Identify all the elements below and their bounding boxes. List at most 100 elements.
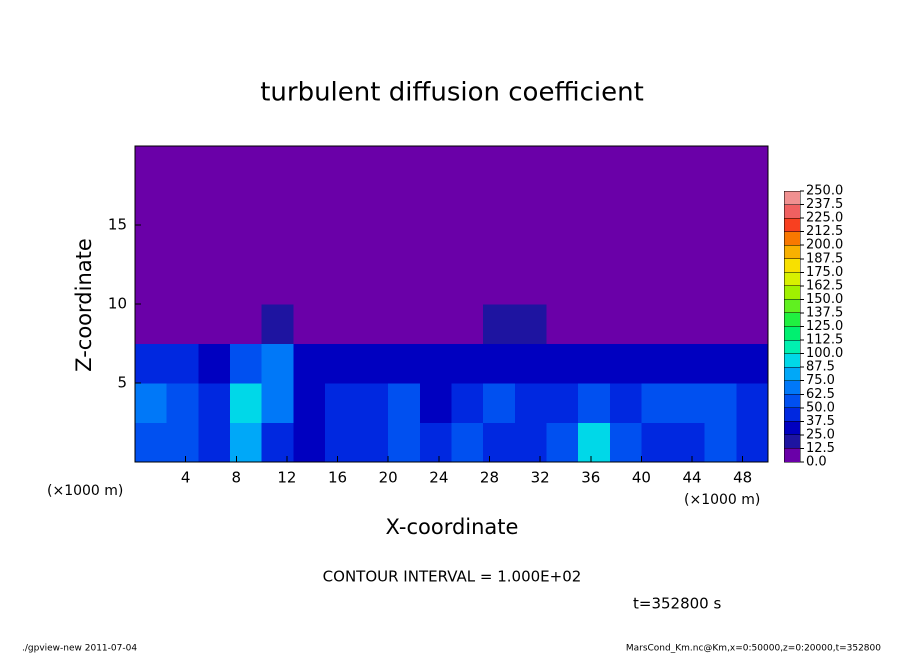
colorbar-label: 62.5	[806, 387, 835, 402]
heat-cell	[514, 304, 547, 344]
heat-cell	[483, 264, 516, 305]
heat-cell	[483, 383, 516, 423]
heat-cell	[166, 343, 199, 384]
colorbar-box	[783, 217, 801, 232]
x-tick-label: 44	[682, 469, 701, 487]
heat-cell	[388, 185, 421, 226]
heat-cell	[388, 146, 421, 186]
heat-cell	[483, 422, 516, 463]
heat-cell	[293, 146, 326, 186]
heat-cell	[229, 422, 263, 463]
y-tick-label: 15	[108, 216, 127, 234]
colorbar-label: 112.5	[806, 333, 843, 348]
heat-cell	[229, 185, 263, 226]
heat-cell	[198, 383, 231, 423]
heat-cell	[135, 304, 168, 344]
heat-cell	[388, 343, 421, 384]
time-note: t=352800 s	[633, 595, 721, 613]
colorbar-label: 25.0	[806, 427, 835, 442]
heat-cell	[704, 304, 737, 344]
y-unit: (×1000 m)	[47, 483, 123, 499]
heat-cell	[198, 185, 231, 226]
heat-cell	[736, 422, 769, 463]
heat-cell	[483, 304, 516, 344]
heat-cell	[546, 185, 579, 226]
heat-cell	[736, 343, 769, 384]
heat-cell	[324, 264, 358, 305]
heat-cell	[198, 343, 231, 384]
colorbar-box	[783, 231, 801, 246]
x-tick-label: 32	[531, 469, 550, 487]
colorbar-label: 87.5	[806, 360, 835, 375]
heat-cell	[641, 304, 674, 344]
heat-cell	[514, 422, 547, 463]
x-axis-label: X-coordinate	[386, 515, 519, 539]
heat-cell	[198, 422, 231, 463]
heat-cell	[261, 225, 294, 265]
colorbar-box	[783, 448, 801, 463]
colorbar-box	[783, 353, 801, 368]
heat-cell	[641, 225, 674, 265]
heat-cell	[419, 146, 452, 186]
heat-cell	[293, 304, 326, 344]
heat-cell	[293, 343, 326, 384]
heat-cell	[609, 185, 642, 226]
heat-cell	[483, 343, 516, 384]
heat-cell	[704, 383, 737, 423]
heat-cell	[451, 225, 484, 265]
heat-cell	[673, 225, 706, 265]
x-tick-label: 24	[429, 469, 448, 487]
heat-cell	[578, 343, 611, 384]
heat-cell	[229, 304, 263, 344]
heat-cell	[546, 304, 579, 344]
x-tick-label: 12	[277, 469, 296, 487]
heat-cell	[135, 146, 168, 186]
heat-cell	[293, 264, 326, 305]
heat-cell	[198, 264, 231, 305]
heat-cell	[166, 185, 199, 226]
heat-cell	[198, 304, 231, 344]
colorbar-label: 212.5	[806, 224, 843, 239]
heat-cell	[419, 343, 452, 384]
heat-cell	[135, 343, 168, 384]
chart-title: turbulent diffusion coefficient	[260, 78, 644, 108]
colorbar-label: 100.0	[806, 346, 843, 361]
heat-cell	[135, 422, 168, 463]
heat-cell	[388, 264, 421, 305]
heat-cell	[673, 146, 706, 186]
colorbar-box	[783, 407, 801, 422]
x-tick-label: 4	[181, 469, 191, 487]
heat-cell	[198, 146, 231, 186]
heat-cell	[578, 383, 611, 423]
heat-cell	[356, 383, 389, 423]
colorbar-label: 237.5	[806, 197, 843, 212]
heat-cell	[356, 185, 389, 226]
heat-cell	[261, 383, 294, 423]
colorbar-box	[783, 258, 801, 273]
heat-cell	[641, 343, 674, 384]
heat-cell	[293, 185, 326, 226]
heat-cell	[261, 304, 294, 344]
heat-cell	[229, 383, 263, 423]
colorbar-label: 250.0	[806, 184, 843, 199]
heat-cell	[514, 185, 547, 226]
heat-cell	[451, 146, 484, 186]
colorbar-box	[783, 434, 801, 449]
heat-cell	[324, 225, 358, 265]
heat-cell	[388, 422, 421, 463]
heat-cell	[609, 383, 642, 423]
heat-cell	[419, 185, 452, 226]
heat-cell	[736, 383, 769, 423]
heat-cell	[356, 343, 389, 384]
colorbar-box	[783, 421, 801, 436]
colorbar-label: 187.5	[806, 251, 843, 266]
heat-cell	[546, 383, 579, 423]
colorbar-label: 175.0	[806, 265, 843, 280]
heat-cell	[546, 343, 579, 384]
colorbar-box	[783, 190, 801, 205]
heat-cell	[135, 185, 168, 226]
footer-right: MarsCond_Km.nc@Km,x=0:50000,z=0:20000,t=…	[626, 644, 881, 654]
heat-cell	[356, 422, 389, 463]
heat-cell	[135, 264, 168, 305]
heat-cell	[166, 146, 199, 186]
